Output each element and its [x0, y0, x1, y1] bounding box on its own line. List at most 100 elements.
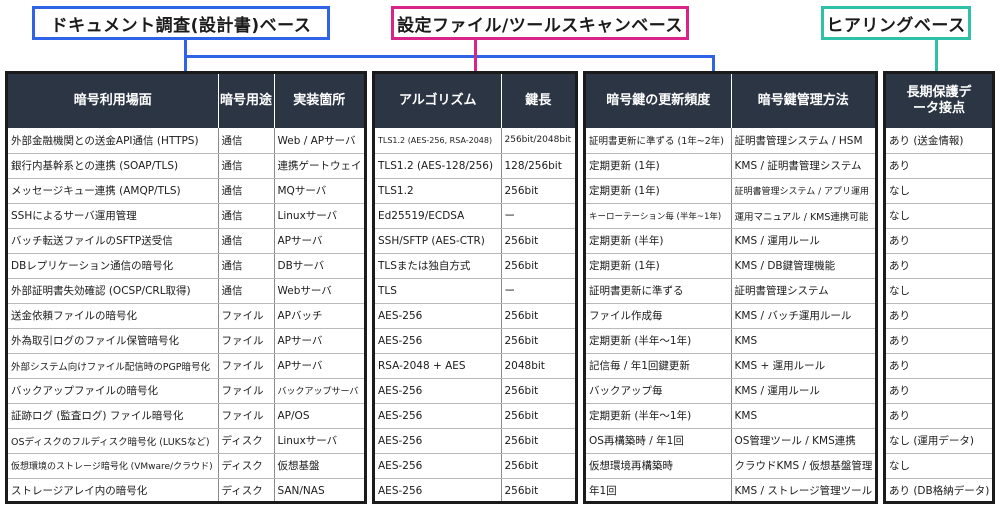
- doc-table-row: 外部証明書失効確認 (OCSP/CRL取得) 通信 Webサーバ: [8, 278, 364, 304]
- scan-table-row: Ed25519/ECDSA ー: [375, 203, 575, 229]
- cell-purpose: 通信: [218, 278, 275, 304]
- header-location: 実装箇所: [274, 74, 364, 128]
- doc-table-row: OSディスクのフルディスク暗号化 (LUKSなど) ディスク Linuxサーバ: [8, 428, 364, 454]
- cell-keylength: 256bit: [501, 303, 575, 329]
- doc-table-row: バックアップファイルの暗号化 ファイル バックアップサーバ: [8, 378, 364, 404]
- header-frequency: 暗号鍵の更新頻度: [586, 74, 732, 128]
- cell-location: APサーバ: [274, 353, 364, 379]
- doc-table-row: 外部金融機関との送金API通信 (HTTPS) 通信 Web / APサーバ: [8, 128, 364, 154]
- cell-keylength: 256bit: [501, 253, 575, 279]
- keymgmt-table-panel: 暗号鍵の更新頻度 暗号鍵管理方法 証明書更新に準ずる (1年~2年) 証明書管理シ…: [583, 71, 878, 504]
- cell-longterm: あり: [886, 253, 992, 279]
- hearing-table-row: あり: [886, 253, 992, 279]
- scan-table-row: TLS ー: [375, 278, 575, 304]
- cell-algorithm: TLS1.2 (AES-256, RSA-2048): [375, 128, 502, 154]
- scan-table: アルゴリズム 鍵長 TLS1.2 (AES-256, RSA-2048) 256b…: [375, 74, 575, 501]
- cell-algorithm: AES-256: [375, 403, 502, 429]
- cell-scene: 仮想環境のストレージ暗号化 (VMware/クラウド): [8, 453, 219, 479]
- scan-table-row: AES-256 256bit: [375, 478, 575, 501]
- cell-scene: 証跡ログ (監査ログ) ファイル暗号化: [8, 403, 219, 429]
- cell-location: SAN/NAS: [277, 484, 325, 497]
- cell-purpose: ファイル: [218, 328, 275, 354]
- cell-location: Linuxサーバ: [274, 428, 364, 454]
- cell-management: KMS / バッチ運用ルール: [731, 303, 875, 329]
- hearing-table-row: あり: [886, 228, 992, 254]
- cell-algorithm: TLS1.2: [375, 178, 502, 204]
- cell-management: KMS: [731, 403, 875, 429]
- keymgmt-table-row: 証明書更新に準ずる 証明書管理システム: [586, 278, 875, 304]
- cell-location: 仮想基盤: [274, 453, 364, 479]
- cell-management: 運用マニュアル / KMS連携可能: [731, 203, 875, 229]
- hearing-table-row: あり: [886, 153, 992, 179]
- cell-keylength: ー: [501, 278, 575, 304]
- cell-location: APサーバ: [274, 328, 364, 354]
- keymgmt-table-row: 年1回 KMS / ストレージ管理ツール: [586, 478, 875, 501]
- cell-scene: 送金依頼ファイルの暗号化: [8, 303, 219, 329]
- cell-longterm: なし: [886, 203, 992, 229]
- hearing-table-row: あり (送金情報): [886, 128, 992, 154]
- cell-longterm: あり: [886, 378, 992, 404]
- doc-table: 暗号利用場面 暗号用途 実装箇所 外部金融機関との送金API通信 (HTTPS)…: [8, 74, 364, 501]
- cell-scene: ストレージアレイ内の暗号化: [8, 478, 219, 501]
- cell-management: KMS / 証明書管理システム: [731, 153, 875, 179]
- scan-table-panel: アルゴリズム 鍵長 TLS1.2 (AES-256, RSA-2048) 256b…: [372, 71, 578, 504]
- cell-algorithm: AES-256: [375, 328, 502, 354]
- doc-table-row: 外為取引ログのファイル保管暗号化 ファイル APサーバ: [8, 328, 364, 354]
- cell-purpose: ファイル: [218, 303, 275, 329]
- scan-table-row: TLS1.2 (AES-256, RSA-2048) 256bit/2048bit: [375, 128, 575, 154]
- cell-location: Web / APサーバ: [274, 128, 364, 154]
- scan-based-label: 設定ファイル/ツールスキャンベース: [391, 6, 689, 40]
- cell-management: KMS / DB鍵管理機能: [731, 253, 875, 279]
- cell-algorithm: AES-256: [375, 478, 502, 501]
- cell-keylength: 256bit: [501, 328, 575, 354]
- cell-location: 連携ゲートウェイ: [274, 153, 364, 179]
- hearing-table-row: あり: [886, 328, 992, 354]
- scan-table-header-row: アルゴリズム 鍵長: [375, 74, 575, 128]
- header-algorithm: アルゴリズム: [375, 74, 502, 128]
- cell-location: MQサーバ: [274, 178, 364, 204]
- doc-table-row: 外部システム向けファイル配信時のPGP暗号化 ファイル APサーバ: [8, 353, 364, 379]
- scan-based-label-text: 設定ファイル/ツールスキャンベース: [397, 15, 683, 36]
- cell-algorithm: TLSまたは独自方式: [375, 253, 502, 279]
- hearing-table-row: なし: [886, 203, 992, 229]
- cell-keylength: ー: [501, 203, 575, 229]
- cell-keylength: 256bit: [501, 453, 575, 479]
- cell-purpose: 通信: [218, 153, 275, 179]
- cell-longterm: あり: [886, 228, 992, 254]
- scan-connector: [474, 40, 477, 71]
- keymgmt-table-row: 証明書更新に準ずる (1年~2年) 証明書管理システム / HSM: [586, 128, 875, 154]
- hearing-table-row: なし (運用データ): [886, 428, 992, 454]
- doc-table-row: 証跡ログ (監査ログ) ファイル暗号化 ファイル AP/OS: [8, 403, 364, 429]
- doc-table-row: 銀行内基幹系との連携 (SOAP/TLS) 通信 連携ゲートウェイ: [8, 153, 364, 179]
- cell-frequency: 定期更新 (半年): [586, 228, 732, 254]
- cell-algorithm: TLS: [375, 278, 502, 304]
- doc-connector-bar: [184, 55, 715, 58]
- cell-frequency: 定期更新 (1年): [586, 253, 732, 279]
- hearing-table-row: あり: [886, 403, 992, 429]
- cell-scene: バッチ転送ファイルのSFTP送受信: [8, 228, 219, 254]
- cell-purpose: ファイル: [218, 403, 275, 429]
- hearing-table-row: あり: [886, 378, 992, 404]
- doc-table-row: バッチ転送ファイルのSFTP送受信 通信 APサーバ: [8, 228, 364, 254]
- scan-table-row: TLS1.2 256bit: [375, 178, 575, 204]
- cell-longterm: あり: [886, 353, 992, 379]
- keymgmt-table-row: 定期更新 (半年) KMS / 運用ルール: [586, 228, 875, 254]
- header-management: 暗号鍵管理方法: [731, 74, 875, 128]
- hearing-table-row: あり: [886, 353, 992, 379]
- cell-purpose: 通信: [218, 253, 275, 279]
- cell-management: OS管理ツール / KMS連携: [731, 428, 875, 454]
- cell-scene: 銀行内基幹系との連携 (SOAP/TLS): [8, 153, 219, 179]
- cell-longterm: なし: [886, 453, 992, 479]
- cell-frequency: キーローテーション毎 (半年~1年): [586, 203, 732, 229]
- cell-frequency: 証明書更新に準ずる: [586, 278, 732, 304]
- keymgmt-table-row: 仮想環境再構築時 クラウドKMS / 仮想基盤管理: [586, 453, 875, 479]
- cell-keylength: 256bit: [501, 428, 575, 454]
- hearing-table-row: なし: [886, 278, 992, 304]
- hearing-table-panel: 長期保護データ接点 あり (送金情報) あり なし なし あり あり なし あり あり あり ありあ…: [883, 71, 995, 504]
- doc-based-label-text: ドキュメント調査(設計書)ベース: [50, 15, 312, 36]
- cell-keylength: 2048bit: [501, 353, 575, 379]
- scan-table-row: AES-256 256bit: [375, 403, 575, 429]
- scan-table-row: AES-256 256bit: [375, 378, 575, 404]
- cell-frequency: 定期更新 (半年〜1年): [586, 328, 732, 354]
- cell-keylength: 256bit: [501, 403, 575, 429]
